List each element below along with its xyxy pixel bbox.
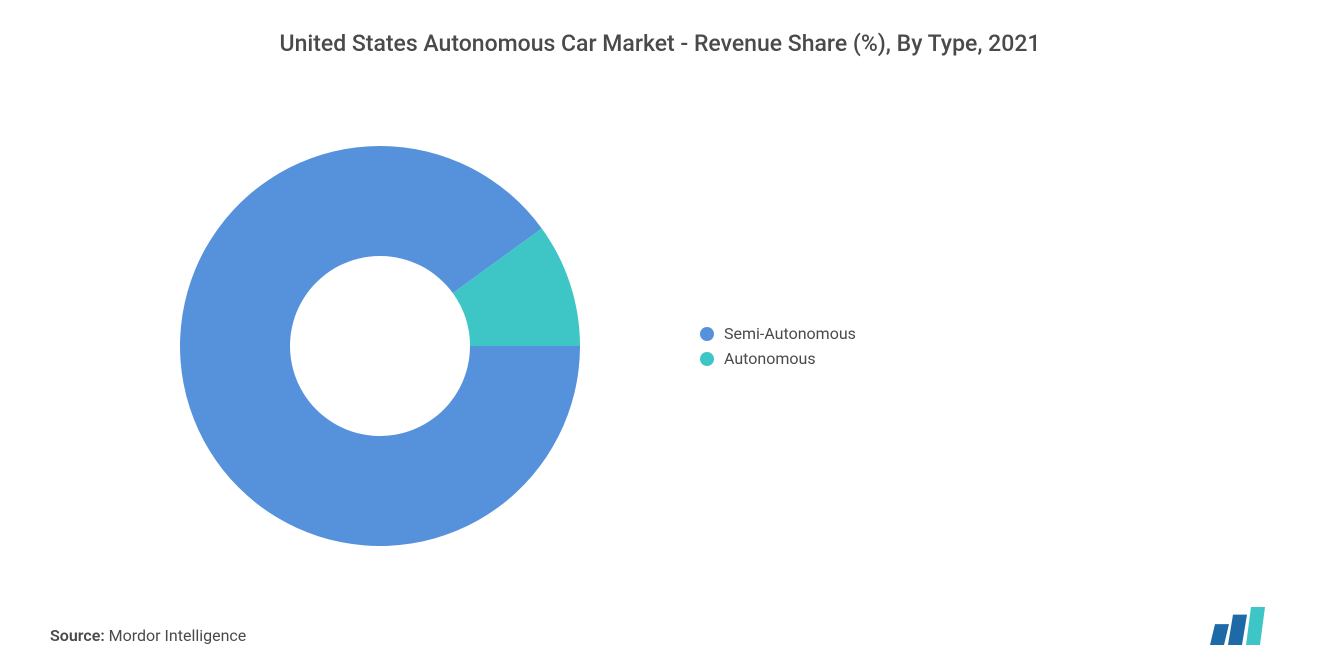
- chart-container: United States Autonomous Car Market - Re…: [0, 0, 1320, 665]
- legend-item: Autonomous: [700, 349, 856, 368]
- donut-chart: [180, 146, 580, 546]
- logo-bar: [1210, 624, 1229, 645]
- legend-swatch: [700, 352, 714, 366]
- footer: Source: Mordor Intelligence: [50, 605, 1270, 645]
- legend-label: Autonomous: [724, 349, 816, 368]
- logo-bar: [1228, 615, 1247, 645]
- legend: Semi-Autonomous Autonomous: [700, 324, 856, 368]
- brand-logo: [1210, 605, 1270, 645]
- legend-label: Semi-Autonomous: [724, 324, 856, 343]
- source-attribution: Source: Mordor Intelligence: [50, 626, 246, 645]
- legend-item: Semi-Autonomous: [700, 324, 856, 343]
- source-label: Source:: [50, 626, 105, 645]
- logo-bar: [1246, 607, 1265, 645]
- chart-area: Semi-Autonomous Autonomous: [50, 97, 1270, 595]
- chart-title: United States Autonomous Car Market - Re…: [50, 30, 1270, 57]
- legend-swatch: [700, 327, 714, 341]
- source-value: Mordor Intelligence: [109, 626, 247, 645]
